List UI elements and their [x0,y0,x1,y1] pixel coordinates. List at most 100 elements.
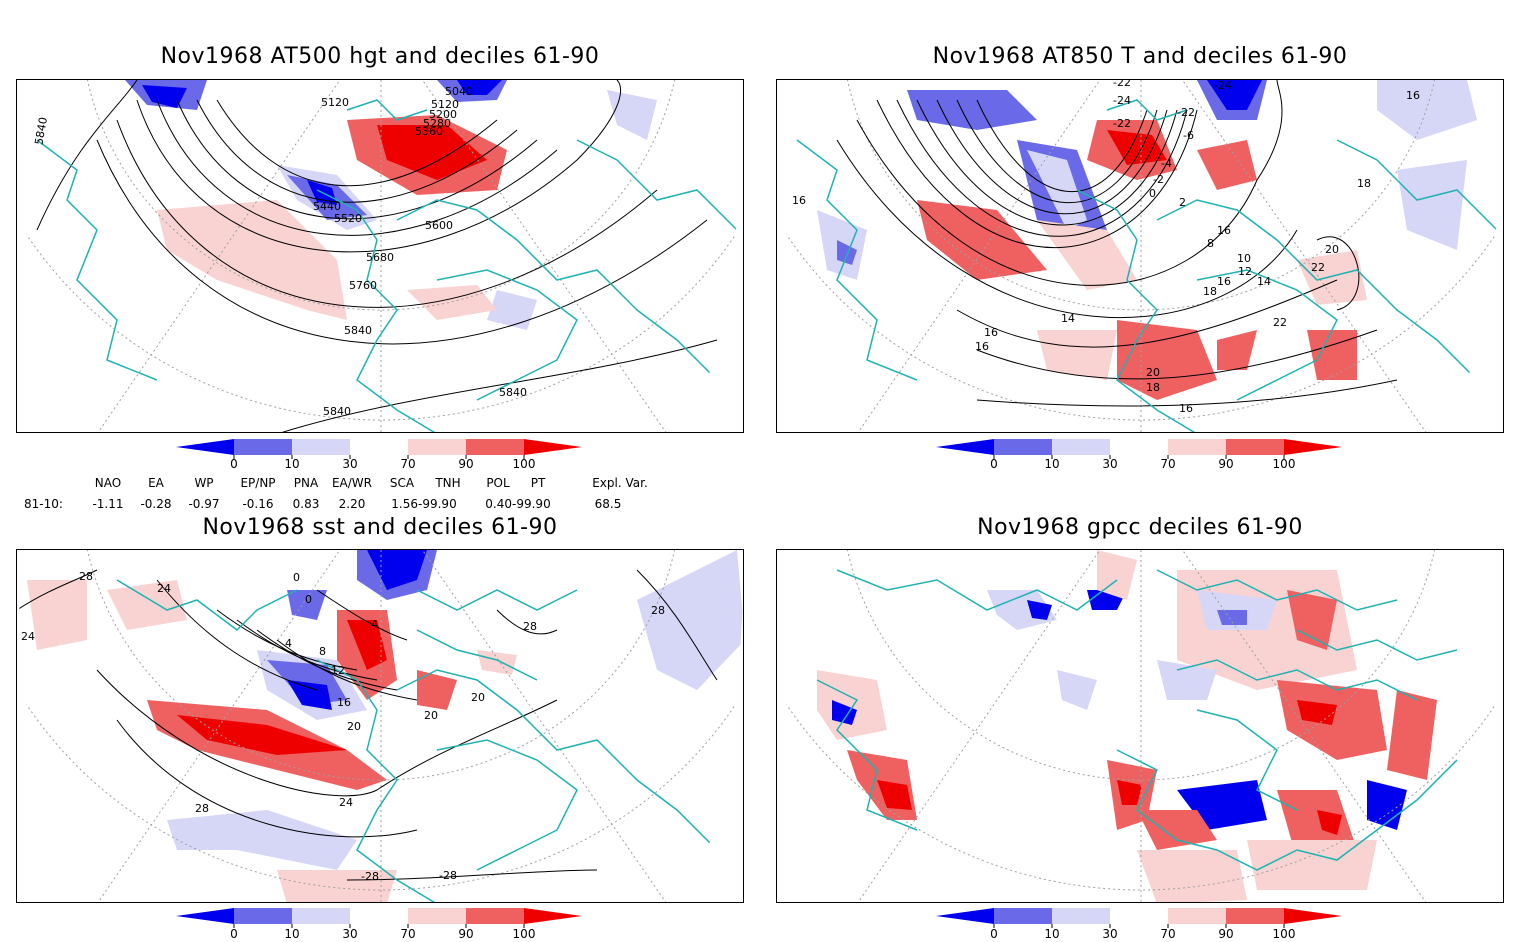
contour-label: 28 [79,570,93,583]
colorbar-tick: 10 [1044,927,1059,941]
colorbar-segment [1168,439,1226,455]
contour-label: 5840 [32,116,50,146]
contour-label: 0 [1149,187,1156,200]
colorbar-segment [1110,908,1168,924]
contour-label: 16 [975,340,989,353]
colorbar-segment [1052,439,1110,455]
contour-label: -22 [1113,80,1131,89]
contour-label: 20 [471,691,485,704]
contour-label: -24 [1214,80,1232,92]
teleconnection-indices-table: NAO EA WP EP/NP PNA EA/WR SCA TNH POL PT… [24,476,648,511]
colorbar-segment [1052,908,1110,924]
index-header: Expl. Var. [592,476,648,490]
index-value: 68.5 [595,497,622,511]
contour-label: 5840 [344,324,372,337]
contour-label: 10 [1237,252,1251,265]
colorbar-tick: 10 [284,457,299,471]
contour-label: 5120 [431,98,459,111]
contour-label: -28 [361,870,379,883]
contour-label: -4 [1161,157,1172,170]
index-value: -1.11 [92,497,123,511]
colorbar-segment [350,908,408,924]
panel-title-at850: Nov1968 AT850 T and deciles 61-90 [932,44,1348,69]
colorbar-tick: 100 [1273,457,1296,471]
colorbar-segment [524,908,582,924]
contour-label: 16 [1217,224,1231,237]
map-panel-at500: 5840 5120 5040 5120 5200 5280 5360 5440 … [16,79,744,433]
colorbar-tick: 90 [1218,927,1233,941]
colorbar-tick: 100 [513,457,536,471]
colorbar-segment [408,439,466,455]
colorbar-segment [176,908,234,924]
colorbar-tick: 90 [458,457,473,471]
contour-label: 12 [331,664,345,677]
index-header: EA [148,476,165,490]
colorbar-segment [1284,439,1342,455]
map-panel-at850: -22 -24 -24 -22 -22 -6 -4 -2 0 2 16 16 1… [776,79,1504,433]
colorbar-segment [1226,908,1284,924]
colorbar-segment [408,908,466,924]
contour-label: 22 [1311,261,1325,274]
colorbar-at850: 0 10 30 70 90 100 [936,439,1342,471]
contour-label: -2 [1153,173,1164,186]
contour-label: 0 [305,593,312,606]
colorbar-segment [292,908,350,924]
colorbar-tick: 70 [400,927,415,941]
colorbar-tick: 0 [990,927,998,941]
contour-label: 2 [1179,196,1186,209]
contour-label: 20 [1325,243,1339,256]
colorbar-segment [1284,908,1342,924]
contour-label: 5600 [425,219,453,232]
contour-label: 16 [984,326,998,339]
contour-label: 20 [424,709,438,722]
map-svg-at850: -22 -24 -24 -22 -22 -6 -4 -2 0 2 16 16 1… [777,80,1503,432]
contour-label: 20 [347,720,361,733]
colorbar-segment [466,908,524,924]
colorbar-tick: 70 [1160,457,1175,471]
colorbar-tick: 10 [284,927,299,941]
colorbar-tick: 10 [1044,457,1059,471]
colorbar-segment [234,908,292,924]
colorbar-tick: 30 [1102,457,1117,471]
colorbar-tick: 70 [400,457,415,471]
colorbar-tick: 0 [230,457,238,471]
colorbar-tick: 90 [1218,457,1233,471]
colorbar-segment [994,908,1052,924]
colorbar-tick: 0 [990,457,998,471]
contour-label: 14 [1257,275,1271,288]
index-value: -0.28 [140,497,171,511]
index-header: PT [531,476,546,490]
contour-label: 16 [1406,89,1420,102]
colorbar-segment [234,439,292,455]
map-svg-gpcc [777,550,1503,902]
contour-label: 5840 [323,405,351,418]
contour-label: 5200 [429,108,457,121]
contour-label: -24 [1113,94,1131,107]
contour-label: 8 [319,645,326,658]
colorbar-segment [936,439,994,455]
contour-label: 5680 [366,251,394,264]
map-svg-sst: 28 24 24 0 0 4 4 8 12 16 20 20 20 24 28 … [17,550,743,902]
colorbar-segment [524,439,582,455]
index-value: 2.20 [339,497,366,511]
colorbar-tick: 0 [230,927,238,941]
colorbar-segment [350,439,408,455]
contour-label: 5440 [313,200,341,213]
index-header: NAO [95,476,121,490]
contour-label: 5040 [445,85,473,98]
index-row-label: 81-10: [24,497,63,511]
index-header: EP/NP [240,476,275,490]
colorbar-tick: 70 [1160,927,1175,941]
contour-label: 5360 [415,125,443,138]
contour-label: 18 [1203,285,1217,298]
map-panel-sst: 28 24 24 0 0 4 4 8 12 16 20 20 20 24 28 … [16,549,744,903]
contour-label: 22 [1273,316,1287,329]
contour-label: 28 [651,604,665,617]
contour-label: 16 [337,696,351,709]
colorbar-segment [176,439,234,455]
index-value: 0.40-99.90 [485,497,550,511]
contour-label: 20 [1146,366,1160,379]
contour-label: 16 [1217,275,1231,288]
contour-label: 18 [1357,177,1371,190]
map-panel-gpcc [776,549,1504,903]
